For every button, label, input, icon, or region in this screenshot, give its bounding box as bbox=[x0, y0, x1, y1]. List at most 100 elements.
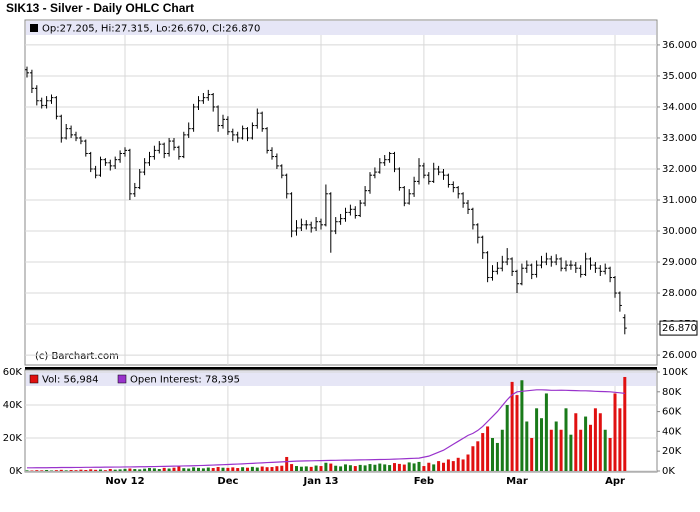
x-tick-label: Apr bbox=[605, 476, 625, 487]
volume-bar bbox=[461, 459, 465, 471]
y-tick-label: 33.000 bbox=[662, 133, 697, 144]
volume-bar bbox=[94, 469, 98, 471]
volume-bar bbox=[206, 467, 210, 471]
volume-bar bbox=[35, 470, 39, 471]
price-legend-swatch bbox=[30, 24, 38, 32]
volume-bar bbox=[128, 468, 132, 471]
y-tick-label: 28.000 bbox=[662, 288, 697, 299]
volume-bar bbox=[226, 467, 230, 471]
x-tick-label: Feb bbox=[414, 476, 434, 487]
y2-tick-label: 80K bbox=[662, 387, 682, 398]
volume-bar bbox=[324, 462, 328, 471]
volume-bar bbox=[491, 438, 494, 471]
x-tick-label: Mar bbox=[506, 476, 528, 487]
volume-bar bbox=[79, 469, 83, 471]
volume-bar bbox=[99, 469, 102, 471]
volume-bar bbox=[368, 464, 372, 471]
volume-bar bbox=[530, 438, 534, 471]
x-tick-label: Nov 12 bbox=[105, 476, 144, 487]
volume-bar bbox=[427, 462, 431, 471]
y-tick-label: 32.000 bbox=[662, 164, 697, 175]
volume-bar bbox=[564, 408, 568, 471]
volume-bar bbox=[216, 467, 220, 471]
volume-bar bbox=[74, 470, 78, 471]
volume-bar bbox=[290, 464, 294, 471]
volume-bar bbox=[383, 464, 387, 471]
volume-bar bbox=[285, 456, 289, 471]
volume-bar bbox=[437, 461, 441, 471]
volume-bar bbox=[407, 462, 411, 471]
volume-bar bbox=[476, 441, 480, 471]
volume-bar bbox=[344, 464, 347, 471]
volume-bar bbox=[143, 468, 147, 471]
volume-bar bbox=[393, 463, 396, 471]
volume-bar bbox=[236, 468, 240, 471]
volume-bar bbox=[486, 426, 490, 471]
chart-title: SIK13 - Silver - Daily OHLC Chart bbox=[6, 1, 194, 15]
y-tick-label: 34.000 bbox=[662, 102, 697, 113]
volume-bar bbox=[197, 467, 200, 471]
volume-bar bbox=[446, 459, 450, 471]
volume-bar bbox=[579, 429, 583, 471]
volume-bar bbox=[157, 469, 161, 471]
legend-label: Vol: 56,984 bbox=[42, 375, 99, 386]
y-tick-label: 60K bbox=[3, 367, 23, 378]
price-legend-strip bbox=[26, 21, 656, 35]
volume-bar bbox=[505, 405, 509, 471]
volume-bar bbox=[525, 421, 529, 471]
volume-bar bbox=[304, 466, 308, 471]
y-tick-label: 30.000 bbox=[662, 226, 697, 237]
volume-bar bbox=[608, 438, 612, 471]
volume-bar bbox=[329, 463, 333, 471]
volume-bar bbox=[422, 466, 426, 471]
volume-bar bbox=[432, 464, 436, 471]
y-tick-label: 0K bbox=[9, 466, 22, 477]
volume-bar bbox=[544, 393, 548, 471]
legend-swatch bbox=[29, 374, 39, 384]
volume-bar bbox=[177, 466, 181, 471]
volume-bar bbox=[456, 457, 460, 471]
volume-bar bbox=[138, 469, 142, 471]
open-interest-line bbox=[27, 389, 625, 469]
y-tick-label: 20K bbox=[3, 433, 23, 444]
volume-bar bbox=[265, 467, 269, 471]
volume-bar bbox=[402, 464, 406, 471]
volume-bar bbox=[270, 467, 274, 471]
volume-bar bbox=[241, 467, 245, 471]
volume-bar bbox=[231, 467, 235, 471]
volume-bar bbox=[584, 416, 588, 471]
volume-bar bbox=[559, 429, 563, 471]
volume-bar bbox=[574, 413, 578, 471]
volume-legend-strip bbox=[26, 371, 656, 386]
volume-bar bbox=[569, 434, 573, 471]
volume-bar bbox=[495, 442, 499, 471]
volume-bar bbox=[510, 381, 514, 471]
volume-bar bbox=[40, 470, 44, 471]
volume-bar bbox=[471, 446, 475, 471]
volume-bar bbox=[187, 468, 191, 471]
x-tick-label: Dec bbox=[217, 476, 238, 487]
volume-bar bbox=[515, 395, 519, 471]
volume-bar bbox=[108, 469, 112, 471]
y2-tick-label: 100K bbox=[662, 367, 688, 378]
price-panel bbox=[24, 19, 658, 366]
volume-bar bbox=[442, 462, 445, 471]
volume-bar bbox=[260, 466, 264, 471]
volume-bar bbox=[25, 470, 29, 471]
volume-bar bbox=[593, 408, 597, 471]
volume-bar bbox=[353, 466, 357, 471]
volume-bar bbox=[358, 464, 362, 471]
y-tick-label: 29.000 bbox=[662, 257, 697, 268]
volume-bar bbox=[192, 467, 196, 471]
volume-bar bbox=[280, 465, 284, 471]
y-tick-label: 26.000 bbox=[662, 350, 697, 361]
volume-bar bbox=[378, 463, 382, 471]
volume-bar bbox=[623, 376, 627, 471]
volume-bar bbox=[348, 465, 352, 471]
volume-panel bbox=[24, 369, 658, 473]
volume-bar bbox=[275, 466, 279, 471]
volume-bar bbox=[59, 469, 63, 471]
volume-bar bbox=[613, 393, 617, 471]
